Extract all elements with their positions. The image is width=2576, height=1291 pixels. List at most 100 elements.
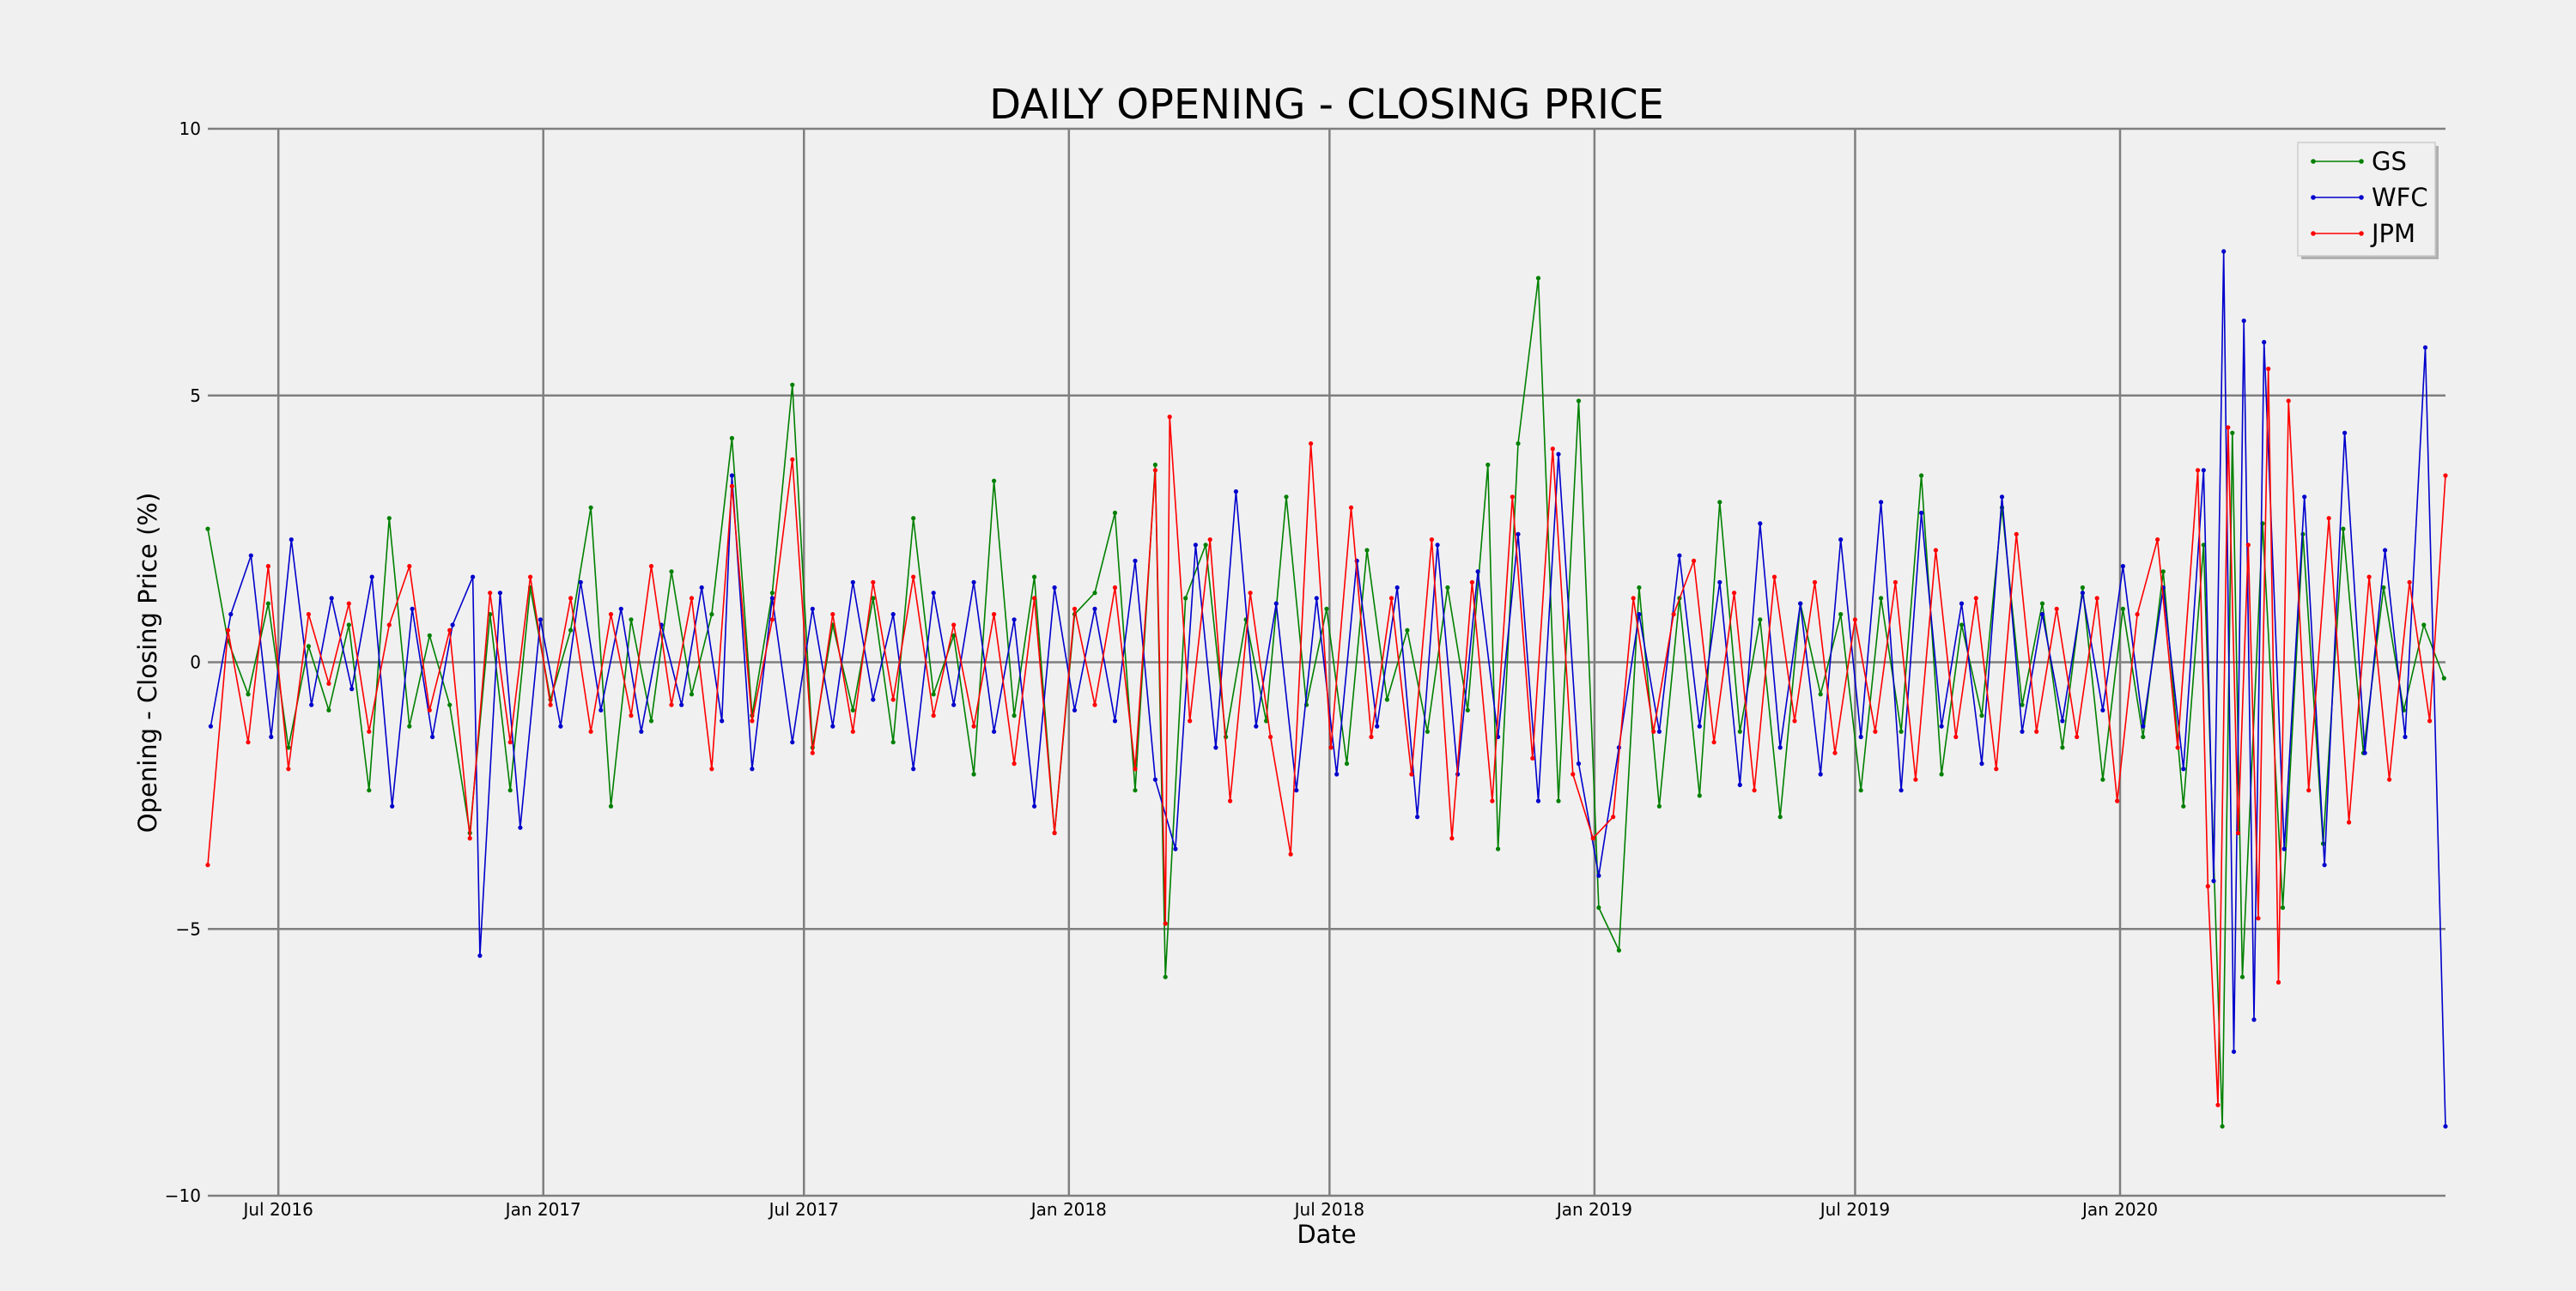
data-point-wfc — [1758, 521, 1763, 526]
data-point-jpm — [588, 729, 593, 734]
data-point-gs — [386, 516, 392, 521]
data-point-jpm — [265, 564, 270, 569]
data-point-gs — [1535, 276, 1541, 281]
data-point-gs — [1656, 803, 1662, 809]
data-point-gs — [1133, 788, 1138, 793]
data-point-wfc — [2039, 612, 2045, 617]
data-point-wfc — [2221, 249, 2227, 254]
data-point-wfc — [1838, 537, 1844, 542]
data-point-gs — [1717, 500, 1722, 505]
data-point-wfc — [289, 537, 294, 542]
data-point-wfc — [349, 687, 355, 692]
data-point-gs — [911, 516, 916, 521]
data-point-gs — [1777, 815, 1783, 820]
data-point-jpm — [1732, 591, 1737, 596]
data-point-wfc — [2060, 718, 2065, 724]
data-point-wfc — [1939, 724, 1944, 729]
data-point-wfc — [931, 591, 936, 596]
data-point-gs — [1384, 697, 1389, 702]
data-point-gs — [1445, 585, 1450, 591]
data-point-gs — [608, 803, 614, 809]
data-point-wfc — [1656, 729, 1662, 734]
data-point-jpm — [648, 564, 654, 569]
data-point-gs — [1032, 574, 1037, 579]
data-point-wfc — [769, 596, 775, 601]
data-point-gs — [2220, 1124, 2225, 1129]
data-point-wfc — [850, 579, 855, 585]
data-point-jpm — [1388, 596, 1394, 601]
data-point-jpm — [1152, 468, 1157, 473]
data-point-jpm — [306, 612, 311, 617]
series-layer — [205, 249, 2448, 1129]
data-point-jpm — [790, 457, 795, 462]
data-point-gs — [1919, 473, 1924, 478]
data-point-wfc — [369, 574, 374, 579]
data-point-wfc — [2383, 548, 2388, 553]
data-point-jpm — [528, 574, 533, 579]
data-point-gs — [1576, 398, 1582, 403]
data-point-jpm — [1973, 596, 1978, 601]
data-point-wfc — [1273, 601, 1279, 606]
data-point-gs — [2239, 974, 2245, 979]
data-point-wfc — [1193, 542, 1198, 548]
data-point-gs — [790, 382, 795, 387]
data-point-wfc — [2302, 494, 2307, 500]
data-point-gs — [427, 633, 432, 639]
data-point-jpm — [1112, 585, 1118, 591]
legend-label-gs: GS — [2372, 147, 2407, 176]
data-point-jpm — [407, 564, 412, 569]
data-point-wfc — [1959, 601, 1965, 606]
data-point-jpm — [2115, 798, 2120, 803]
data-point-jpm — [1012, 761, 1017, 767]
data-point-wfc — [1777, 745, 1783, 750]
data-point-wfc — [390, 803, 395, 809]
data-point-wfc — [1535, 798, 1541, 803]
data-point-jpm — [1167, 415, 1172, 420]
data-point-jpm — [1288, 852, 1293, 857]
data-point-wfc — [309, 702, 314, 707]
data-point-gs — [669, 569, 674, 574]
data-point-gs — [1324, 606, 1329, 611]
data-point-jpm — [1092, 702, 1097, 707]
data-point-gs — [1596, 905, 1601, 910]
data-point-jpm — [850, 729, 855, 734]
data-point-wfc — [992, 729, 997, 734]
data-point-gs — [689, 692, 695, 697]
chart-title: DAILY OPENING - CLOSING PRICE — [989, 81, 1664, 129]
y-tick-label: 0 — [190, 652, 201, 673]
data-point-gs — [1425, 729, 1430, 734]
data-point-gs — [2080, 585, 2085, 591]
data-point-jpm — [568, 596, 574, 601]
data-point-gs — [1496, 846, 1501, 852]
data-point-wfc — [430, 734, 435, 740]
data-point-jpm — [2306, 788, 2312, 793]
legend-marker — [2359, 195, 2364, 200]
data-point-jpm — [1409, 772, 1414, 777]
data-point-jpm — [367, 729, 372, 734]
data-point-gs — [931, 692, 936, 697]
data-point-wfc — [790, 740, 795, 745]
data-point-jpm — [1933, 548, 1938, 553]
data-point-jpm — [2427, 718, 2433, 724]
data-point-gs — [2381, 585, 2386, 591]
data-point-jpm — [871, 579, 876, 585]
data-point-jpm — [911, 574, 916, 579]
data-point-jpm — [1651, 729, 1656, 734]
y-axis-label: Opening - Closing Price (%) — [133, 493, 162, 833]
data-point-jpm — [2014, 531, 2019, 536]
data-point-wfc — [1737, 782, 1742, 788]
data-point-jpm — [2245, 542, 2251, 548]
data-point-jpm — [1510, 494, 1515, 500]
data-point-jpm — [1032, 596, 1037, 601]
data-point-wfc — [1152, 777, 1157, 782]
data-point-gs — [568, 627, 574, 633]
data-point-jpm — [1268, 734, 1273, 740]
x-axis-label: Date — [1297, 1220, 1356, 1249]
data-point-wfc — [1112, 718, 1118, 724]
data-point-wfc — [2362, 750, 2367, 755]
data-point-gs — [1979, 713, 1984, 718]
data-point-gs — [1516, 441, 1521, 446]
data-point-wfc — [2211, 878, 2216, 883]
